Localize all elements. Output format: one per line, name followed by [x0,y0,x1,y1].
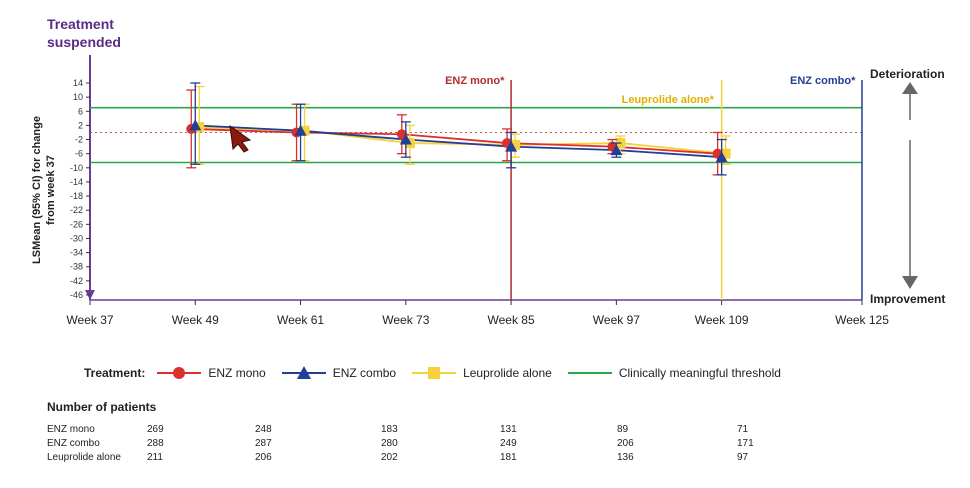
y-tick-label: -46 [70,290,83,300]
x-tick-label: Week 61 [277,313,324,327]
improvement-label: Improvement [870,292,945,306]
y-tick-label: -34 [70,248,83,258]
patients-count: 89 [617,424,629,435]
legend-label: ENZ combo [332,366,397,380]
legend-item-leuprolide: Leuprolide alone [410,366,552,380]
legend-item-threshold: Clinically meaningful threshold [566,366,781,380]
patients-count: 136 [617,452,634,463]
patients-count: 288 [147,438,164,449]
legend-marker-square-icon [412,367,457,379]
legend-item-enz-mono: ENZ mono [155,366,266,380]
x-tick-label: Week 97 [593,313,640,327]
data-point [505,140,518,152]
cursor-icon [229,124,252,153]
y-tick-label: -42 [70,276,83,286]
patients-count: 171 [737,438,754,449]
patients-row-label: Leuprolide alone [47,452,121,463]
y-tick-label: -14 [70,177,83,187]
improvement-arrow [902,140,918,289]
patients-count: 206 [617,438,634,449]
deterioration-label: Deterioration [870,67,945,81]
patients-count: 249 [500,438,517,449]
y-tick-label: -10 [70,163,83,173]
deterioration-arrow [902,82,918,120]
x-tick-label: Week 49 [172,313,219,327]
vertical-line-label: ENZ combo* [790,75,856,87]
patients-count: 248 [255,424,272,435]
patients-count: 211 [147,452,163,463]
data-point [189,119,202,131]
legend-marker-triangle-icon [281,366,326,379]
y-tick-label: -26 [70,219,83,229]
y-tick-label: 6 [78,106,83,116]
x-tick-label: Week 125 [835,313,889,327]
treatment-suspended-label-line1: Treatment [47,16,114,32]
y-tick-label: 10 [73,92,83,102]
legend-marker-circle-icon [157,367,202,379]
legend-label: Leuprolide alone [463,366,552,380]
data-point [715,151,728,163]
y-tick-label: -22 [70,205,83,215]
y-tick-label: -30 [70,233,83,243]
legend-item-enz-combo: ENZ combo [280,366,396,380]
patients-count: 97 [737,452,749,463]
patients-count: 183 [381,424,398,435]
patients-count: 71 [737,424,749,435]
patients-count: 280 [381,438,398,449]
legend-label: ENZ mono [208,366,266,380]
x-tick-label: Week 37 [66,313,113,327]
series-line [191,128,718,155]
x-tick-label: Week 85 [488,313,535,327]
patients-title: Number of patients [47,400,157,414]
x-tick-label: Week 109 [695,313,749,327]
data-point [399,133,412,145]
y-tick-label: 14 [73,78,83,88]
patients-count: 269 [147,424,164,435]
y-tick-label: -2 [75,135,83,145]
patients-count: 202 [381,452,398,463]
y-tick-label: -6 [75,149,83,159]
patients-count: 206 [255,452,272,463]
legend: Treatment: ENZ mono ENZ combo Leuprolide… [84,366,795,380]
data-point [720,148,731,159]
series-line [195,124,722,159]
legend-label: Clinically meaningful threshold [618,366,781,380]
treatment-suspended-label-line2: suspended [47,34,121,50]
patients-row-label: ENZ combo [47,438,100,449]
vertical-line-label: Leuprolide alone* [622,94,715,106]
legend-title: Treatment: [84,366,146,380]
data-point [610,144,623,156]
y-axis-title: LSMean (95% CI) for change from week 37 [31,116,57,264]
plot-layer: 14 10 6 2 -2 -6 -10 -14 -18 -22 -26 -30 -34 -38 -42 -46… [31,55,889,327]
chart-area: Treatment suspended 14 10 6 2 -2 -6 -10 -14 -18 -… [31,16,945,327]
patients-row-label: ENZ mono [47,424,95,435]
patients-count: 131 [500,424,517,435]
vertical-line-label: ENZ mono* [445,75,505,87]
legend-marker-line-icon [567,372,612,374]
y-tick-label: -18 [70,191,83,201]
data-point [294,124,307,136]
y-tick-label: 2 [78,120,83,130]
patients-count: 287 [255,438,272,449]
x-tick-label: Week 73 [382,313,429,327]
data-point [510,139,521,150]
y-tick-label: -38 [70,262,83,272]
patients-count: 181 [500,452,517,463]
data-point [299,125,310,136]
